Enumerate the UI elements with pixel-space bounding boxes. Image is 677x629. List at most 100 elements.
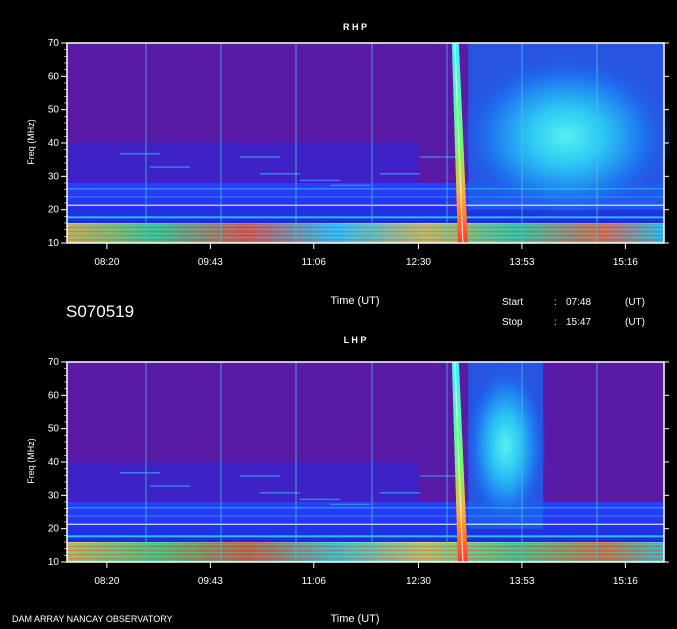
x-tick-label: 12:30 (406, 257, 431, 268)
emission-dash (150, 166, 190, 168)
y-tick-label: 40 (48, 457, 60, 468)
start-colon: : (554, 297, 557, 308)
interference-line (67, 550, 664, 551)
event-id: S070519 (66, 302, 134, 321)
emission-dash (120, 153, 160, 155)
x-tick-label: 11:06 (302, 257, 327, 268)
y-tick-label: 50 (48, 424, 60, 435)
rhp-panel: R H P Freq (MHz) 10 20 30 40 50 60 70 08:20 09:… (26, 22, 674, 307)
rhp-title: R H P (343, 22, 367, 32)
frequency-stripe (67, 188, 664, 190)
rhp-x-ticks: 08:20 09:43 11:06 12:30 13:53 15:16 (94, 243, 638, 268)
rhp-y-ticks: 10 20 30 40 50 60 70 (48, 38, 669, 249)
y-tick-label: 60 (48, 71, 60, 82)
interference-line (67, 552, 664, 554)
lhp-plot-area (66, 361, 665, 563)
emission-dash (150, 485, 190, 487)
x-tick-label: 09:43 (198, 257, 223, 268)
x-tick-label: 08:20 (94, 257, 119, 268)
y-tick-label: 70 (48, 38, 60, 49)
x-tick-label: 08:20 (94, 576, 119, 587)
interference-line (67, 554, 664, 556)
emission-dash (240, 475, 280, 477)
y-tick-label: 60 (48, 390, 60, 401)
interference-band (67, 542, 664, 562)
y-tick-label: 50 (48, 105, 60, 116)
interference-line (67, 231, 664, 232)
emission-dash (380, 492, 420, 494)
start-label: Start (502, 297, 523, 308)
interference-line (67, 241, 664, 243)
start-unit: (UT) (625, 297, 645, 308)
emission-dash (380, 173, 420, 175)
lhp-ylabel: Freq (MHz) (26, 438, 36, 484)
interference-line (67, 235, 664, 237)
emission-dash (120, 472, 160, 474)
y-tick-label: 20 (48, 524, 60, 535)
frequency-stripe (67, 216, 664, 219)
x-tick-label: 13:53 (509, 576, 534, 587)
radio-burst-core (454, 42, 464, 244)
stop-label: Stop (502, 317, 523, 328)
radio-burst (451, 43, 468, 243)
diffuse-emission-glow (464, 362, 547, 529)
emission-dash (240, 156, 280, 158)
interference-line (67, 556, 664, 558)
mid-frequency-haze (67, 462, 419, 502)
x-tick-label: 15:16 (613, 257, 638, 268)
interference-line (67, 228, 664, 230)
lhp-title: L H P (344, 335, 367, 345)
radio-burst (451, 362, 468, 562)
y-tick-label: 10 (48, 238, 60, 249)
lhp-panel: L H P Freq (MHz) 10 20 30 40 50 60 70 08:20 09:… (26, 335, 669, 625)
emission-dash (260, 173, 300, 175)
interference-line (67, 560, 664, 562)
interference-line (67, 233, 664, 235)
stop-unit: (UT) (625, 317, 645, 328)
interference-line (67, 237, 664, 239)
frequency-stripe (67, 196, 664, 198)
y-tick-label: 10 (48, 557, 60, 568)
frequency-stripe (67, 535, 664, 538)
diffuse-emission-glow (458, 52, 674, 220)
radio-burst-core (454, 361, 464, 563)
interference-line (67, 545, 664, 547)
rhp-ylabel: Freq (MHz) (26, 119, 36, 165)
rhp-plot-area (66, 42, 674, 244)
lhp-x-ticks: 08:20 09:43 11:06 12:30 13:53 15:16 (94, 562, 638, 587)
interference-line (67, 547, 664, 549)
frequency-stripe (67, 515, 664, 517)
emission-dash (260, 492, 300, 494)
emission-dash (330, 184, 370, 187)
stop-colon: : (554, 317, 557, 328)
interference-line (67, 558, 664, 560)
emission-dash (330, 503, 370, 506)
frequency-stripe (67, 523, 664, 525)
frequency-stripe (67, 204, 664, 206)
emission-dash (300, 179, 340, 182)
emission-dash (300, 498, 340, 501)
y-tick-label: 40 (48, 138, 60, 149)
y-tick-label: 30 (48, 490, 60, 501)
interference-line (67, 543, 664, 545)
mid-frequency-haze (67, 143, 419, 183)
frequency-stripe (67, 507, 664, 509)
y-tick-label: 30 (48, 171, 60, 182)
interference-line (67, 224, 664, 226)
y-tick-label: 20 (48, 205, 60, 216)
x-tick-label: 11:06 (302, 576, 327, 587)
emission-dash (420, 475, 460, 477)
x-tick-label: 12:30 (406, 576, 431, 587)
interference-band (67, 223, 664, 243)
lhp-xlabel: Time (UT) (330, 613, 379, 625)
lhp-y-ticks: 10 20 30 40 50 60 70 (48, 357, 669, 568)
interference-line (67, 226, 664, 228)
interference-line (67, 239, 664, 241)
x-tick-label: 13:53 (509, 257, 534, 268)
y-tick-label: 70 (48, 357, 60, 368)
emission-dash (420, 156, 460, 158)
rhp-xlabel: Time (UT) (330, 295, 379, 307)
stop-value: 15:47 (566, 317, 591, 328)
x-tick-label: 09:43 (198, 576, 223, 587)
